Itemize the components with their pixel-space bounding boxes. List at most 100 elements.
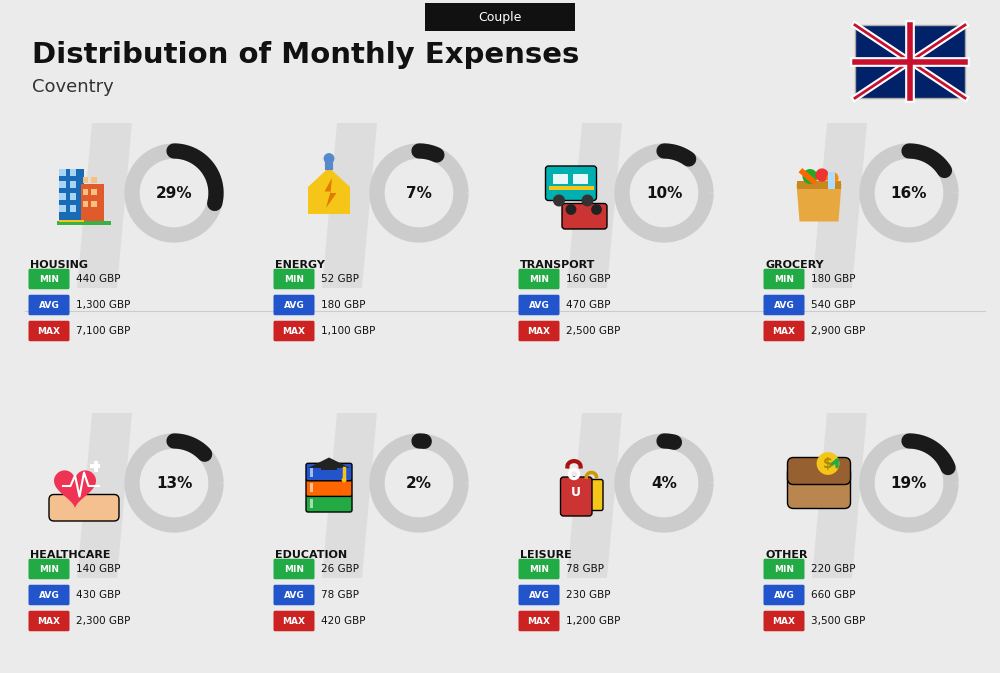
FancyBboxPatch shape [28, 269, 70, 289]
Bar [70, 193, 76, 200]
Text: OTHER: OTHER [765, 550, 808, 560]
FancyBboxPatch shape [580, 479, 603, 511]
Polygon shape [812, 413, 867, 578]
FancyBboxPatch shape [764, 611, 804, 631]
FancyBboxPatch shape [28, 321, 70, 341]
Text: 140 GBP: 140 GBP [76, 564, 120, 574]
Text: MIN: MIN [39, 275, 59, 283]
Text: U: U [571, 485, 581, 499]
Bar [59, 181, 66, 188]
Text: AVG: AVG [529, 590, 549, 600]
FancyBboxPatch shape [518, 585, 560, 605]
Text: 3,500 GBP: 3,500 GBP [811, 616, 865, 626]
Polygon shape [308, 458, 350, 468]
FancyBboxPatch shape [764, 559, 804, 579]
FancyBboxPatch shape [306, 463, 352, 481]
Text: AVG: AVG [774, 301, 794, 310]
Text: AVG: AVG [529, 301, 549, 310]
Bar [553, 174, 568, 184]
FancyBboxPatch shape [274, 321, 314, 341]
Bar [70, 181, 76, 188]
FancyBboxPatch shape [28, 585, 70, 605]
Bar [572, 174, 588, 184]
Bar [321, 464, 337, 470]
Polygon shape [567, 413, 622, 578]
Polygon shape [77, 413, 132, 578]
FancyBboxPatch shape [274, 269, 314, 289]
FancyBboxPatch shape [518, 611, 560, 631]
Bar [70, 205, 76, 211]
Text: 180 GBP: 180 GBP [321, 300, 366, 310]
Text: 7,100 GBP: 7,100 GBP [76, 326, 130, 336]
Text: AVG: AVG [39, 590, 59, 600]
Text: MIN: MIN [39, 565, 59, 573]
Text: 420 GBP: 420 GBP [321, 616, 366, 626]
Text: MIN: MIN [774, 565, 794, 573]
FancyBboxPatch shape [28, 611, 70, 631]
FancyBboxPatch shape [28, 559, 70, 579]
FancyBboxPatch shape [274, 611, 314, 631]
Bar [425, 3, 575, 31]
Text: MAX: MAX [773, 326, 796, 336]
Bar [59, 169, 66, 176]
FancyBboxPatch shape [274, 295, 314, 315]
Text: GROCERY: GROCERY [765, 260, 824, 270]
Text: 160 GBP: 160 GBP [566, 274, 610, 284]
Bar [82, 201, 88, 207]
Bar [82, 189, 88, 194]
FancyBboxPatch shape [764, 585, 804, 605]
Text: 2,900 GBP: 2,900 GBP [811, 326, 865, 336]
Bar [828, 172, 835, 188]
Text: MIN: MIN [284, 275, 304, 283]
FancyBboxPatch shape [788, 466, 851, 509]
Text: MAX: MAX [37, 326, 60, 336]
FancyBboxPatch shape [562, 203, 607, 229]
Text: 19%: 19% [891, 476, 927, 491]
Circle shape [815, 168, 829, 182]
Text: $: $ [823, 456, 833, 470]
Text: MAX: MAX [773, 616, 796, 625]
Text: 4%: 4% [651, 476, 677, 491]
Text: AVG: AVG [39, 301, 59, 310]
Text: 1,300 GBP: 1,300 GBP [76, 300, 130, 310]
Text: 1,100 GBP: 1,100 GBP [321, 326, 375, 336]
Text: EDUCATION: EDUCATION [275, 550, 347, 560]
Bar [310, 468, 313, 476]
FancyBboxPatch shape [274, 559, 314, 579]
FancyBboxPatch shape [274, 585, 314, 605]
Polygon shape [796, 184, 841, 221]
Polygon shape [567, 123, 622, 288]
Polygon shape [54, 470, 96, 508]
Bar [81, 184, 104, 223]
FancyBboxPatch shape [546, 166, 596, 201]
Bar [91, 177, 97, 182]
Text: 540 GBP: 540 GBP [811, 300, 856, 310]
Text: 78 GBP: 78 GBP [566, 564, 604, 574]
Text: 52 GBP: 52 GBP [321, 274, 359, 284]
Circle shape [591, 204, 602, 215]
Bar [82, 177, 88, 182]
FancyBboxPatch shape [518, 559, 560, 579]
Bar [796, 181, 841, 188]
Circle shape [566, 204, 576, 215]
Text: Distribution of Monthly Expenses: Distribution of Monthly Expenses [32, 41, 579, 69]
Text: 180 GBP: 180 GBP [811, 274, 856, 284]
Circle shape [582, 194, 594, 207]
Text: 29%: 29% [156, 186, 192, 201]
Text: ENERGY: ENERGY [275, 260, 325, 270]
Text: MAX: MAX [283, 616, 306, 625]
Text: 1,200 GBP: 1,200 GBP [566, 616, 620, 626]
FancyBboxPatch shape [518, 321, 560, 341]
FancyBboxPatch shape [788, 458, 851, 485]
Text: MIN: MIN [529, 275, 549, 283]
Polygon shape [77, 123, 132, 288]
Bar [855, 25, 965, 98]
Text: LEISURE: LEISURE [520, 550, 572, 560]
Text: 26 GBP: 26 GBP [321, 564, 359, 574]
Text: AVG: AVG [284, 590, 304, 600]
Text: MAX: MAX [528, 616, 550, 625]
Bar [57, 221, 111, 225]
Polygon shape [308, 168, 350, 214]
Bar [70, 169, 76, 176]
Text: 230 GBP: 230 GBP [566, 590, 610, 600]
